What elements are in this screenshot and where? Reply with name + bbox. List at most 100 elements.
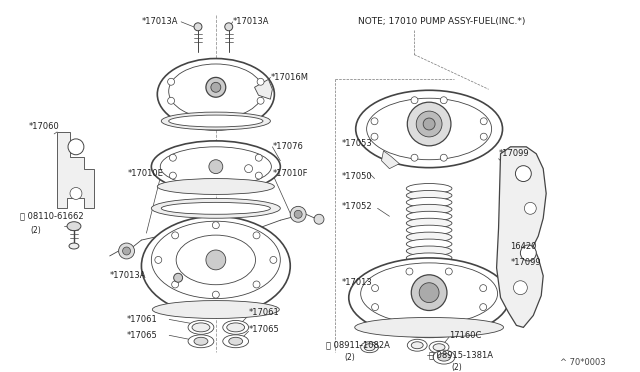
Ellipse shape bbox=[406, 204, 452, 214]
Ellipse shape bbox=[361, 263, 497, 324]
Circle shape bbox=[155, 256, 162, 263]
Circle shape bbox=[524, 202, 536, 214]
Circle shape bbox=[314, 214, 324, 224]
Circle shape bbox=[372, 285, 378, 292]
Text: NOTE; 17010 PUMP ASSY-FUEL(INC.*): NOTE; 17010 PUMP ASSY-FUEL(INC.*) bbox=[358, 17, 525, 26]
Circle shape bbox=[70, 187, 82, 199]
Circle shape bbox=[290, 206, 306, 222]
Ellipse shape bbox=[406, 218, 452, 228]
Circle shape bbox=[206, 250, 226, 270]
Ellipse shape bbox=[438, 353, 451, 361]
Circle shape bbox=[416, 111, 442, 137]
Circle shape bbox=[244, 165, 253, 173]
Text: ^ 70*0003: ^ 70*0003 bbox=[560, 357, 605, 366]
Ellipse shape bbox=[176, 235, 255, 285]
Text: *17013A: *17013A bbox=[141, 17, 178, 26]
Text: *17010F: *17010F bbox=[273, 169, 308, 178]
Circle shape bbox=[480, 133, 487, 140]
Circle shape bbox=[257, 78, 264, 85]
Circle shape bbox=[211, 82, 221, 92]
Circle shape bbox=[168, 78, 175, 85]
Text: 17160C: 17160C bbox=[449, 331, 481, 340]
Circle shape bbox=[172, 281, 179, 288]
Ellipse shape bbox=[188, 320, 214, 334]
Circle shape bbox=[520, 245, 536, 261]
Text: *17061: *17061 bbox=[248, 308, 279, 317]
Circle shape bbox=[480, 118, 487, 125]
Ellipse shape bbox=[169, 64, 263, 119]
Circle shape bbox=[480, 304, 486, 311]
Ellipse shape bbox=[151, 221, 280, 299]
Text: *17061: *17061 bbox=[127, 315, 157, 324]
Text: *17010E: *17010E bbox=[127, 169, 163, 178]
Ellipse shape bbox=[406, 211, 452, 221]
Circle shape bbox=[371, 133, 378, 140]
Text: *17060: *17060 bbox=[28, 122, 59, 131]
Circle shape bbox=[209, 160, 223, 174]
Circle shape bbox=[294, 210, 302, 218]
Ellipse shape bbox=[406, 253, 452, 263]
Circle shape bbox=[123, 247, 131, 255]
Polygon shape bbox=[57, 132, 94, 208]
Text: *17013: *17013 bbox=[342, 278, 372, 287]
Ellipse shape bbox=[406, 225, 452, 235]
Ellipse shape bbox=[160, 147, 271, 186]
Circle shape bbox=[406, 320, 413, 327]
Ellipse shape bbox=[227, 323, 244, 332]
Circle shape bbox=[170, 154, 177, 161]
Circle shape bbox=[68, 139, 84, 155]
Ellipse shape bbox=[407, 339, 427, 351]
Circle shape bbox=[253, 232, 260, 239]
Text: *17076: *17076 bbox=[273, 142, 303, 151]
Circle shape bbox=[255, 172, 262, 179]
Ellipse shape bbox=[355, 317, 504, 337]
Text: *17099: *17099 bbox=[511, 259, 541, 267]
Circle shape bbox=[445, 268, 452, 275]
Ellipse shape bbox=[169, 115, 263, 127]
Circle shape bbox=[445, 320, 452, 327]
Text: (2): (2) bbox=[345, 353, 356, 362]
Circle shape bbox=[419, 283, 439, 302]
Circle shape bbox=[411, 154, 418, 161]
Circle shape bbox=[423, 118, 435, 130]
Ellipse shape bbox=[141, 216, 290, 315]
Circle shape bbox=[372, 304, 378, 311]
Text: *17016M: *17016M bbox=[270, 73, 308, 82]
Text: *17013A: *17013A bbox=[233, 17, 269, 26]
Text: *17050: *17050 bbox=[342, 172, 372, 181]
Circle shape bbox=[118, 243, 134, 259]
Text: (2): (2) bbox=[451, 363, 461, 372]
Circle shape bbox=[440, 154, 447, 161]
Circle shape bbox=[407, 102, 451, 146]
Ellipse shape bbox=[69, 243, 79, 249]
Circle shape bbox=[253, 281, 260, 288]
Circle shape bbox=[173, 273, 182, 282]
Ellipse shape bbox=[194, 337, 208, 345]
Ellipse shape bbox=[349, 258, 509, 337]
Ellipse shape bbox=[364, 344, 375, 351]
Text: Ⓜ 08915-1381A: Ⓜ 08915-1381A bbox=[429, 351, 493, 360]
Circle shape bbox=[212, 222, 220, 229]
Ellipse shape bbox=[406, 239, 452, 249]
Ellipse shape bbox=[406, 232, 452, 242]
Ellipse shape bbox=[192, 323, 210, 332]
Circle shape bbox=[257, 97, 264, 104]
Text: *17065: *17065 bbox=[127, 331, 157, 340]
Text: 16420: 16420 bbox=[511, 241, 537, 250]
Circle shape bbox=[255, 154, 262, 161]
Ellipse shape bbox=[406, 246, 452, 256]
Ellipse shape bbox=[433, 350, 455, 364]
Ellipse shape bbox=[361, 342, 378, 353]
Text: (2): (2) bbox=[30, 226, 41, 235]
Circle shape bbox=[212, 291, 220, 298]
Circle shape bbox=[412, 275, 447, 311]
Circle shape bbox=[270, 256, 277, 263]
Circle shape bbox=[515, 166, 531, 182]
Ellipse shape bbox=[356, 90, 502, 168]
Ellipse shape bbox=[406, 183, 452, 193]
Ellipse shape bbox=[223, 320, 248, 334]
Ellipse shape bbox=[406, 198, 452, 207]
Circle shape bbox=[480, 285, 486, 292]
Ellipse shape bbox=[188, 335, 214, 348]
Ellipse shape bbox=[157, 179, 275, 195]
